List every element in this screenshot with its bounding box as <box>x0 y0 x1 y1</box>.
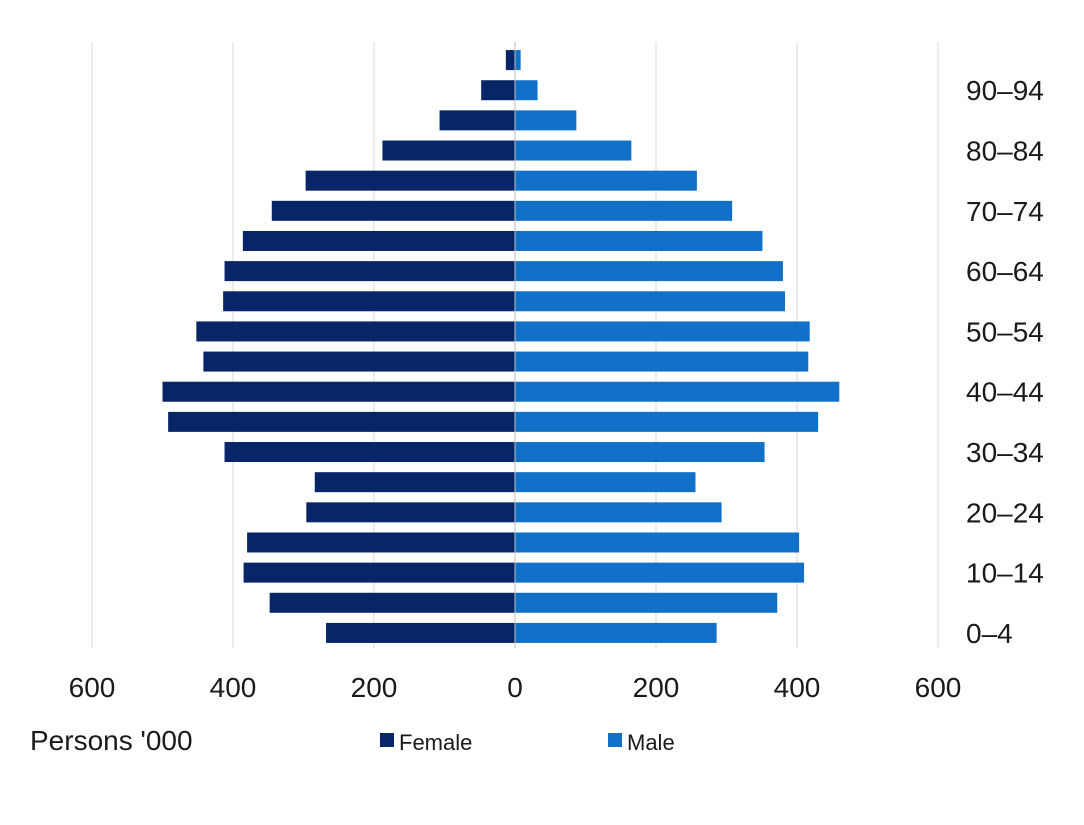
bar-female-95+ <box>505 50 515 71</box>
bar-female-45–49 <box>203 351 515 372</box>
age-group-label: 10–14 <box>966 558 1044 589</box>
age-group-label: 50–54 <box>966 316 1044 347</box>
age-group-label: 20–24 <box>966 497 1044 528</box>
bar-female-65–69 <box>242 230 515 251</box>
x-tick-label: 400 <box>210 672 257 703</box>
bar-female-75–79 <box>305 170 515 191</box>
bar-male-80–84 <box>515 140 632 161</box>
x-tick-label: 200 <box>633 672 680 703</box>
x-tick-label: 200 <box>351 672 398 703</box>
bar-male-60–64 <box>515 261 783 282</box>
bar-female-60–64 <box>224 261 516 282</box>
bar-male-75–79 <box>515 170 697 191</box>
age-group-labels: 0–4 10–14 20–24 30–34 40–44 50–54 60–64 70–74 80… <box>966 75 1044 649</box>
bar-male-5–9 <box>515 592 778 613</box>
bar-female-40–44 <box>162 381 515 402</box>
bar-female-50–54 <box>196 321 515 342</box>
bar-female-35–39 <box>168 411 515 432</box>
bar-female-70–74 <box>271 200 515 221</box>
age-group-label: 80–84 <box>966 136 1044 167</box>
age-group-label: 70–74 <box>966 196 1044 227</box>
x-tick-label: 600 <box>915 672 962 703</box>
legend-item-male[interactable]: Male <box>608 730 675 755</box>
bar-female-5–9 <box>269 592 515 613</box>
x-tick-label: 400 <box>774 672 821 703</box>
legend-item-female[interactable]: Female <box>380 730 472 755</box>
bar-female-20–24 <box>306 502 515 523</box>
bar-male-0–4 <box>515 622 717 643</box>
bars <box>162 50 840 643</box>
bar-female-85–89 <box>439 110 515 131</box>
gridlines <box>91 42 939 648</box>
bar-male-70–74 <box>515 200 733 221</box>
bar-male-25–29 <box>515 472 696 493</box>
bar-female-90–94 <box>481 80 515 101</box>
bar-male-95+ <box>515 50 521 71</box>
x-axis-title: Persons '000 <box>30 725 193 756</box>
age-group-label: 40–44 <box>966 377 1044 408</box>
bar-male-90–94 <box>515 80 538 101</box>
x-tick-label: 0 <box>507 672 523 703</box>
x-tick-label: 600 <box>69 672 116 703</box>
bar-male-50–54 <box>515 321 810 342</box>
bar-female-30–34 <box>224 442 516 463</box>
bar-male-85–89 <box>515 110 577 131</box>
legend-swatch-female <box>380 733 394 747</box>
x-tick-labels: 600 400 200 0 200 400 600 <box>69 672 962 703</box>
bar-male-65–69 <box>515 230 763 251</box>
bar-male-10–14 <box>515 562 805 583</box>
bar-male-15–19 <box>515 532 800 553</box>
bar-male-40–44 <box>515 381 840 402</box>
legend-label-female: Female <box>399 730 472 755</box>
legend: Female Male <box>380 730 675 755</box>
bar-male-35–39 <box>515 411 819 432</box>
bar-female-10–14 <box>243 562 515 583</box>
bar-male-30–34 <box>515 442 765 463</box>
legend-swatch-male <box>608 733 622 747</box>
bar-female-80–84 <box>382 140 515 161</box>
bar-female-15–19 <box>247 532 515 553</box>
bar-female-0–4 <box>326 622 515 643</box>
age-group-label: 0–4 <box>966 618 1013 649</box>
age-group-label: 90–94 <box>966 75 1044 106</box>
age-group-label: 30–34 <box>966 437 1044 468</box>
bar-male-20–24 <box>515 502 722 523</box>
bar-female-25–29 <box>314 472 515 493</box>
age-group-label: 60–64 <box>966 256 1044 287</box>
bar-male-45–49 <box>515 351 809 372</box>
legend-label-male: Male <box>627 730 675 755</box>
bar-female-55–59 <box>223 291 515 312</box>
bar-male-55–59 <box>515 291 786 312</box>
